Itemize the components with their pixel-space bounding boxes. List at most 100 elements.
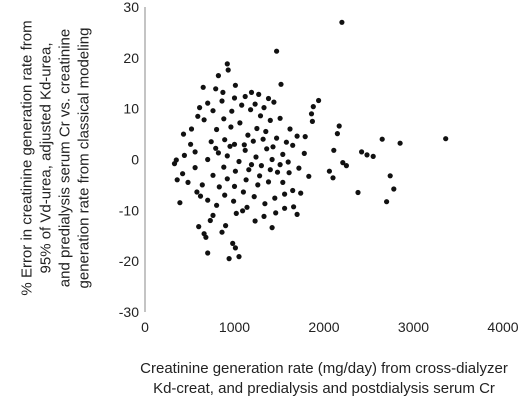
data-point: [230, 240, 236, 246]
data-point: [180, 171, 186, 177]
data-point: [397, 140, 403, 146]
data-point: [214, 126, 220, 133]
data-point: [260, 136, 266, 142]
data-point: [248, 107, 254, 113]
data-point: [231, 141, 238, 147]
data-point: [231, 95, 238, 101]
data-point: [174, 177, 180, 183]
data-point: [271, 99, 277, 105]
data-point: [273, 210, 279, 216]
data-point: [237, 120, 243, 126]
data-point: [239, 102, 245, 108]
data-points: [171, 19, 449, 262]
data-point: [379, 136, 385, 142]
y-axis-title-line: and predialysis serum Cr vs. creatinine: [57, 29, 74, 287]
data-point: [326, 168, 332, 174]
data-point: [269, 225, 275, 231]
y-tick-label: -20: [119, 253, 139, 269]
data-point: [214, 202, 220, 208]
data-point: [280, 179, 286, 185]
data-point: [219, 229, 225, 235]
data-point: [283, 139, 289, 145]
data-point: [248, 162, 255, 168]
data-point: [195, 113, 201, 119]
data-point: [251, 194, 257, 200]
data-point: [205, 156, 211, 163]
data-point: [232, 82, 238, 88]
data-point: [210, 212, 216, 218]
y-axis-title-line: % Error in creatinine generation rate fr…: [19, 20, 36, 295]
x-axis-title-line: Kd-creat, and predialysis and postdialys…: [153, 380, 495, 397]
data-point: [197, 105, 203, 111]
data-point: [359, 149, 365, 155]
data-point: [222, 137, 228, 143]
data-point: [308, 111, 315, 117]
data-point: [306, 173, 312, 179]
data-point: [336, 123, 342, 129]
data-point: [222, 192, 228, 198]
data-point: [216, 184, 222, 190]
data-point: [291, 204, 297, 210]
data-point: [177, 200, 183, 206]
x-tick-label: 0: [141, 319, 149, 335]
data-point: [285, 159, 291, 165]
data-point: [232, 168, 238, 174]
data-point: [294, 211, 300, 217]
data-point: [267, 117, 273, 123]
data-point: [215, 73, 221, 79]
data-point: [243, 177, 249, 183]
data-point: [261, 213, 267, 219]
data-point: [213, 145, 219, 151]
data-point: [255, 182, 261, 188]
data-point: [265, 179, 272, 185]
x-tick-label: 4000: [487, 319, 518, 335]
data-point: [210, 172, 216, 178]
data-point: [199, 182, 205, 188]
data-point: [267, 167, 273, 173]
data-point: [205, 197, 211, 203]
data-point: [188, 141, 194, 147]
data-point: [233, 210, 239, 216]
data-point: [364, 152, 370, 158]
x-axis-title-line: Creatinine generation rate (mg/day) from…: [140, 360, 508, 377]
data-point: [205, 250, 211, 256]
data-point: [282, 205, 288, 211]
data-point: [384, 199, 390, 205]
y-tick-labels: -30 -20 -10 0 10 20 30: [119, 0, 139, 320]
data-point: [241, 142, 247, 148]
y-tick-label: 30: [123, 0, 139, 15]
data-point: [264, 146, 270, 152]
data-point: [226, 256, 232, 262]
data-point: [391, 186, 397, 192]
data-point: [246, 167, 252, 173]
data-point: [287, 126, 293, 132]
data-point: [339, 19, 345, 25]
data-point: [256, 91, 262, 97]
data-point: [331, 147, 337, 153]
data-point: [225, 67, 231, 73]
data-point: [286, 170, 292, 176]
data-point: [274, 135, 280, 141]
data-point: [330, 175, 336, 181]
data-point: [258, 163, 264, 169]
data-point: [229, 108, 235, 114]
y-tick-label: 0: [131, 152, 139, 168]
data-point: [240, 208, 246, 214]
data-point: [231, 198, 237, 204]
x-tick-label: 3000: [398, 319, 429, 335]
data-point: [250, 138, 256, 144]
data-point: [203, 234, 209, 240]
data-point: [197, 193, 204, 199]
data-point: [265, 95, 272, 102]
data-point: [236, 158, 242, 165]
y-tick-label: 10: [123, 101, 139, 117]
data-point: [224, 176, 230, 182]
data-point: [219, 98, 225, 104]
x-tick-labels: 0 1000 2000 3000 4000: [141, 319, 519, 335]
data-point: [221, 116, 227, 122]
data-point: [269, 156, 275, 163]
y-tick-label: -10: [119, 202, 139, 218]
data-point: [188, 126, 195, 132]
data-point: [236, 254, 242, 260]
